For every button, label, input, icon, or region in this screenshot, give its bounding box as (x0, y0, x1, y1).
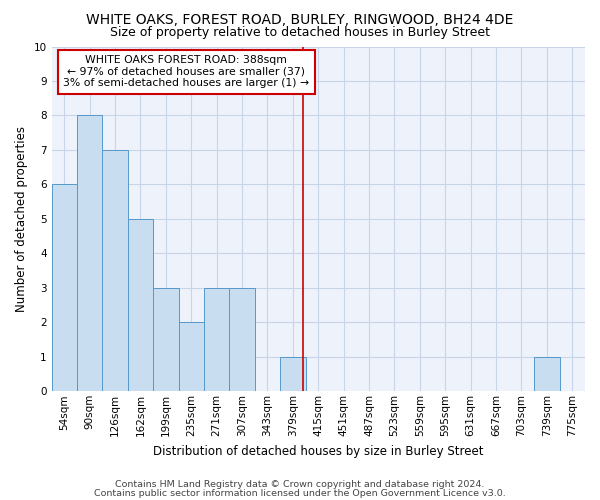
Bar (153, 288, 179, 392)
Text: WHITE OAKS, FOREST ROAD, BURLEY, RINGWOOD, BH24 4DE: WHITE OAKS, FOREST ROAD, BURLEY, RINGWOO… (86, 12, 514, 26)
Bar (204, 288, 229, 392)
Y-axis label: Number of detached properties: Number of detached properties (15, 126, 28, 312)
Bar (179, 322, 204, 392)
Bar (280, 357, 305, 392)
Bar (103, 150, 128, 392)
Text: Contains HM Land Registry data © Crown copyright and database right 2024.: Contains HM Land Registry data © Crown c… (115, 480, 485, 489)
Text: Contains public sector information licensed under the Open Government Licence v3: Contains public sector information licen… (94, 490, 506, 498)
Bar (77, 116, 103, 392)
Bar (128, 219, 153, 392)
Bar (229, 288, 255, 392)
Text: Size of property relative to detached houses in Burley Street: Size of property relative to detached ho… (110, 26, 490, 39)
Text: WHITE OAKS FOREST ROAD: 388sqm
← 97% of detached houses are smaller (37)
3% of s: WHITE OAKS FOREST ROAD: 388sqm ← 97% of … (63, 55, 309, 88)
X-axis label: Distribution of detached houses by size in Burley Street: Distribution of detached houses by size … (153, 444, 484, 458)
Bar (52, 184, 77, 392)
Bar (534, 357, 560, 392)
